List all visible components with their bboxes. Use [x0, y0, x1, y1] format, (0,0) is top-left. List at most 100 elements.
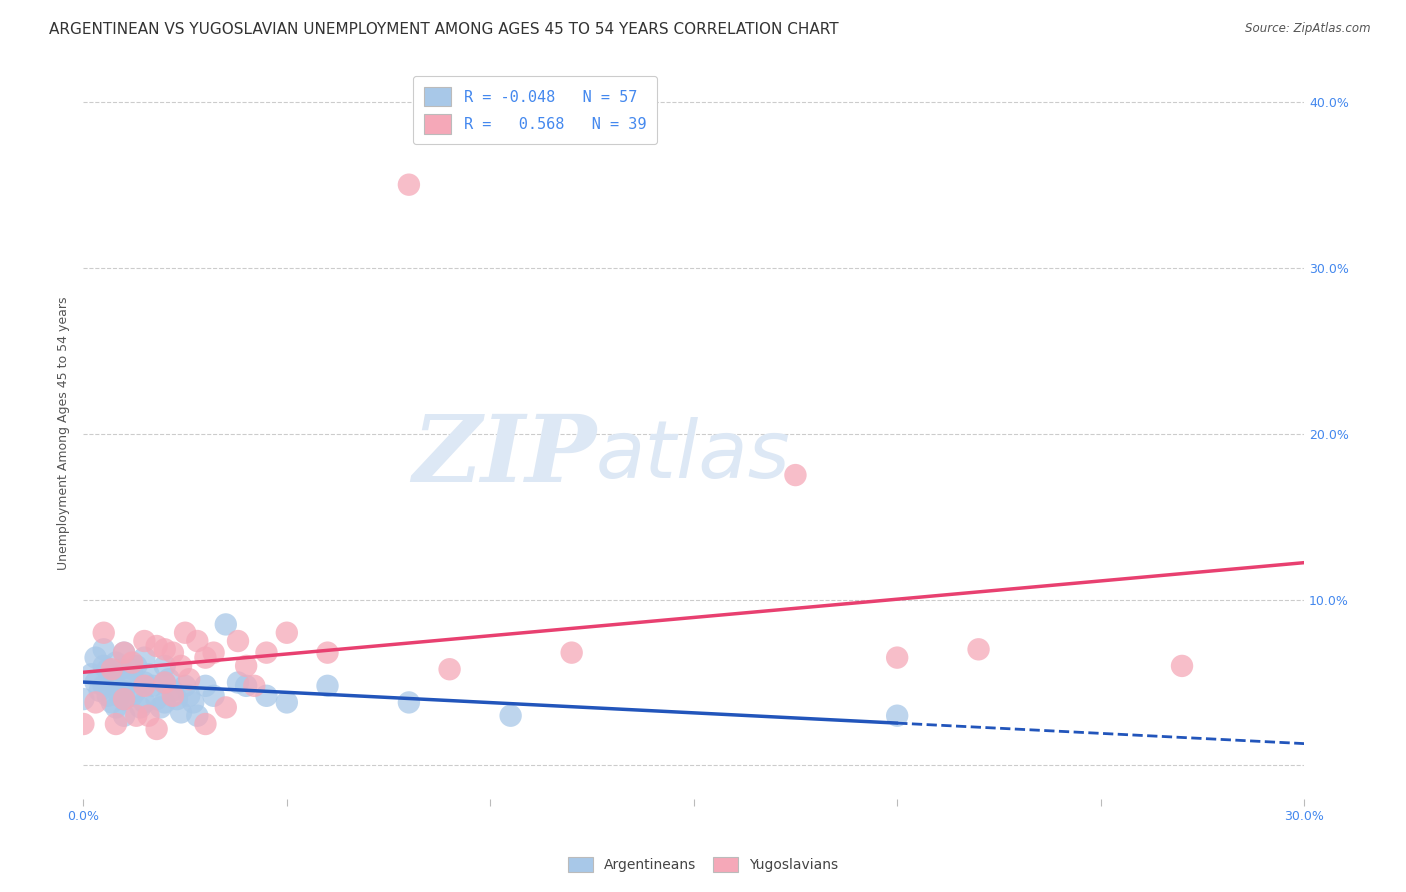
Point — [153, 642, 176, 657]
Point — [202, 689, 225, 703]
Point — [93, 679, 115, 693]
Point — [112, 667, 135, 681]
Point — [89, 683, 111, 698]
Point — [84, 650, 107, 665]
Point — [138, 667, 160, 681]
Point — [256, 646, 278, 660]
Point — [149, 700, 172, 714]
Point — [256, 689, 278, 703]
Point — [215, 700, 238, 714]
Point — [112, 692, 135, 706]
Point — [117, 672, 139, 686]
Point — [104, 717, 127, 731]
Point — [226, 634, 249, 648]
Point — [785, 468, 807, 483]
Point — [101, 695, 124, 709]
Point — [153, 675, 176, 690]
Point — [97, 662, 120, 676]
Point — [170, 706, 193, 720]
Point — [179, 672, 201, 686]
Point — [93, 625, 115, 640]
Text: ZIP: ZIP — [412, 410, 596, 500]
Point — [153, 659, 176, 673]
Point — [101, 662, 124, 676]
Point — [179, 689, 201, 703]
Point — [108, 689, 131, 703]
Point — [153, 695, 176, 709]
Point — [439, 662, 461, 676]
Point — [174, 679, 197, 693]
Point — [226, 675, 249, 690]
Point — [886, 708, 908, 723]
Point — [276, 625, 298, 640]
Point — [276, 695, 298, 709]
Point — [104, 679, 127, 693]
Point — [145, 639, 167, 653]
Point — [398, 695, 420, 709]
Point — [235, 659, 257, 673]
Point — [129, 700, 152, 714]
Point — [112, 692, 135, 706]
Point — [186, 708, 208, 723]
Point — [134, 634, 156, 648]
Point — [125, 659, 148, 673]
Point — [886, 650, 908, 665]
Point — [181, 695, 204, 709]
Point — [166, 692, 188, 706]
Point — [112, 646, 135, 660]
Point — [174, 625, 197, 640]
Point — [93, 659, 115, 673]
Point — [108, 662, 131, 676]
Point — [84, 675, 107, 690]
Point — [316, 679, 339, 693]
Point — [84, 695, 107, 709]
Text: Source: ZipAtlas.com: Source: ZipAtlas.com — [1246, 22, 1371, 36]
Point — [561, 646, 583, 660]
Point — [134, 675, 156, 690]
Point — [134, 695, 156, 709]
Point — [145, 692, 167, 706]
Legend: R = -0.048   N = 57, R =   0.568   N = 39: R = -0.048 N = 57, R = 0.568 N = 39 — [413, 76, 657, 145]
Point — [138, 708, 160, 723]
Point — [499, 708, 522, 723]
Point — [153, 675, 176, 690]
Point — [316, 646, 339, 660]
Point — [125, 708, 148, 723]
Point — [186, 634, 208, 648]
Point — [104, 656, 127, 670]
Point — [202, 646, 225, 660]
Point — [134, 679, 156, 693]
Point — [215, 617, 238, 632]
Point — [157, 672, 180, 686]
Point — [80, 667, 103, 681]
Point — [125, 683, 148, 698]
Point — [104, 700, 127, 714]
Point — [194, 717, 217, 731]
Point — [243, 679, 266, 693]
Point — [194, 650, 217, 665]
Point — [141, 679, 163, 693]
Point — [72, 692, 94, 706]
Legend: Argentineans, Yugoslavians: Argentineans, Yugoslavians — [562, 852, 844, 878]
Text: atlas: atlas — [596, 417, 790, 494]
Point — [194, 679, 217, 693]
Point — [235, 679, 257, 693]
Point — [162, 683, 184, 698]
Text: ARGENTINEAN VS YUGOSLAVIAN UNEMPLOYMENT AMONG AGES 45 TO 54 YEARS CORRELATION CH: ARGENTINEAN VS YUGOSLAVIAN UNEMPLOYMENT … — [49, 22, 839, 37]
Point — [97, 689, 120, 703]
Point — [112, 708, 135, 723]
Point — [162, 646, 184, 660]
Y-axis label: Unemployment Among Ages 45 to 54 years: Unemployment Among Ages 45 to 54 years — [58, 297, 70, 570]
Point — [121, 689, 143, 703]
Point — [112, 646, 135, 660]
Point — [101, 672, 124, 686]
Point — [967, 642, 990, 657]
Point — [112, 683, 135, 698]
Point — [398, 178, 420, 192]
Point — [170, 659, 193, 673]
Point — [145, 722, 167, 736]
Point — [1171, 659, 1194, 673]
Point — [162, 689, 184, 703]
Point — [134, 650, 156, 665]
Point — [121, 656, 143, 670]
